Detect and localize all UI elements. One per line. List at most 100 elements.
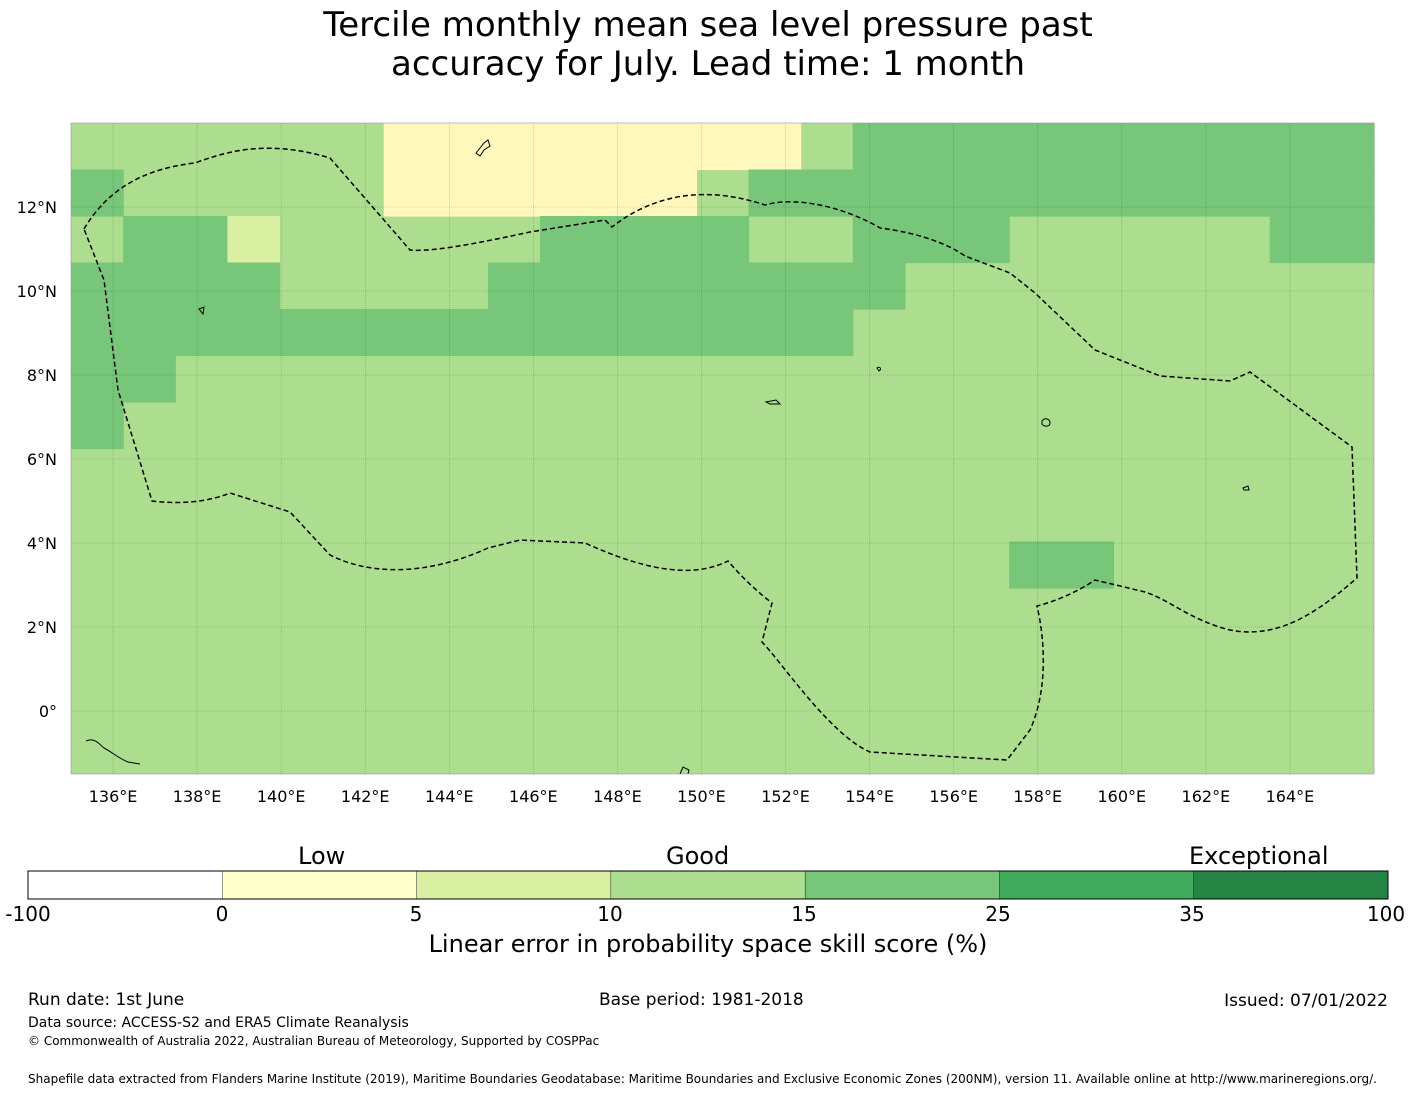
grid-cell <box>852 262 906 310</box>
colorbar-tick: 100 <box>1366 902 1406 926</box>
grid-cell <box>487 169 541 217</box>
longitude-tick-label: 154°E <box>845 787 894 806</box>
colorbar-tick: 10 <box>597 902 623 926</box>
colorbar-word-good: Good <box>666 842 730 870</box>
grid-cell <box>644 169 698 217</box>
grid-cell <box>1061 123 1114 171</box>
ulithi-outline <box>876 366 881 372</box>
copyright: © Commonwealth of Australia 2022, Austra… <box>28 1034 600 1048</box>
grid-cell <box>957 216 1010 264</box>
grid-cell <box>696 216 750 264</box>
longitude-tick-label: 144°E <box>425 787 474 806</box>
grid-cell <box>696 309 750 357</box>
latitude-tick-labels: 12°N 10°N 8°N 6°N 4°N 2°N 0° <box>17 198 57 721</box>
grid-cell <box>227 262 281 310</box>
map-title-line-2: accuracy for July. Lead time: 1 month <box>390 44 1026 84</box>
grid-cell <box>123 309 176 357</box>
grid-cell <box>592 123 645 171</box>
grid-cell <box>71 355 124 403</box>
grid-cell <box>1113 123 1167 171</box>
shapefile-credit: Shapefile data extracted from Flanders M… <box>28 1072 1377 1086</box>
longitude-tick-label: 136°E <box>89 787 138 806</box>
palau-island-outline <box>198 306 205 316</box>
longitude-tick-label: 158°E <box>1013 787 1062 806</box>
latitude-tick-label: 2°N <box>27 618 57 637</box>
grid-cell <box>1061 541 1114 589</box>
latitude-tick-label: 8°N <box>27 366 57 385</box>
grid-cell <box>435 309 489 357</box>
colorbar-tick: 35 <box>1179 902 1205 926</box>
skill-score-grid <box>71 123 1375 774</box>
latitude-tick-label: 10°N <box>17 282 57 301</box>
pohnpei-island-outline <box>1041 418 1051 427</box>
grid-cell <box>1061 169 1114 217</box>
grid-cell <box>1113 169 1167 217</box>
grid-cell <box>540 123 593 171</box>
longitude-tick-label: 142°E <box>341 787 390 806</box>
eez-boundary-line <box>83 147 1358 761</box>
grid-cell <box>383 309 437 357</box>
longitude-tick-label: 162°E <box>1182 787 1231 806</box>
longitude-tick-label: 152°E <box>761 787 810 806</box>
longitude-tick-label: 148°E <box>593 787 642 806</box>
colorbar-segment <box>999 870 1195 900</box>
grid-cell <box>540 262 593 310</box>
colorbar-outline <box>27 870 1389 900</box>
grid-cell <box>123 262 176 310</box>
grid-cell <box>1321 169 1375 217</box>
grid-cell <box>487 123 541 171</box>
grid-cell <box>644 123 698 171</box>
grid-cell <box>1009 541 1062 589</box>
grid-cell <box>644 309 698 357</box>
grid-cell <box>1009 169 1062 217</box>
colorbar-label: Linear error in probability space skill … <box>428 930 988 958</box>
grid-cell <box>175 216 228 264</box>
map-title-line-1: Tercile monthly mean sea level pressure … <box>323 5 1093 45</box>
grid-cell <box>644 216 698 264</box>
grid-cell <box>904 169 958 217</box>
map-figure: 12°N 10°N 8°N 6°N 4°N 2°N 0° 136°E 138°E 140°E 14… <box>17 122 1375 806</box>
grid-cell <box>123 216 176 264</box>
colorbar-tick: 25 <box>985 902 1011 926</box>
colorbar-segment <box>610 870 806 900</box>
coastlines <box>85 139 1250 775</box>
grid-cell <box>540 309 593 357</box>
guam-island-outline <box>475 139 491 157</box>
latitude-tick-label: 6°N <box>27 450 57 469</box>
data-source: Data source: ACCESS-S2 and ERA5 Climate … <box>28 1015 409 1031</box>
longitude-tick-label: 150°E <box>677 787 726 806</box>
latitude-tick-label: 12°N <box>17 198 57 217</box>
grid-cell <box>696 123 750 171</box>
colorbar-segment <box>222 870 418 900</box>
grid-cell <box>1165 169 1219 217</box>
colorbar-segment <box>416 870 612 900</box>
latitude-tick-label: 0° <box>39 702 57 721</box>
map-title: Tercile monthly mean sea level pressure … <box>0 6 1416 84</box>
grid-cell <box>800 309 854 357</box>
grid-cell <box>175 309 228 357</box>
grid-cell <box>1269 216 1323 264</box>
grid-cell <box>1269 123 1323 171</box>
grid-cell <box>748 123 802 171</box>
grid-cell <box>123 355 176 403</box>
grid-cell <box>852 123 906 171</box>
longitude-tick-label: 138°E <box>173 787 222 806</box>
colorbar-segment <box>804 870 1000 900</box>
grid-cell <box>592 216 645 264</box>
graticule <box>71 123 1374 774</box>
colorbar <box>27 870 1389 900</box>
grid-cell <box>383 169 437 217</box>
grid-cell <box>487 262 541 310</box>
longitude-tick-label: 146°E <box>509 787 558 806</box>
grid-cell <box>852 169 906 217</box>
longitude-tick-label: 140°E <box>257 787 306 806</box>
grid-cell <box>331 309 385 357</box>
grid-cell <box>957 123 1010 171</box>
grid-cell <box>748 309 802 357</box>
colorbar-tick: -100 <box>5 902 51 926</box>
grid-cell <box>800 169 854 217</box>
grid-cell <box>71 309 124 357</box>
grid-cell <box>227 216 281 264</box>
kosrae-island-outline <box>1242 485 1250 491</box>
longitude-tick-labels: 136°E 138°E 140°E 142°E 144°E 146°E 148°E 150°E… <box>89 787 1315 806</box>
